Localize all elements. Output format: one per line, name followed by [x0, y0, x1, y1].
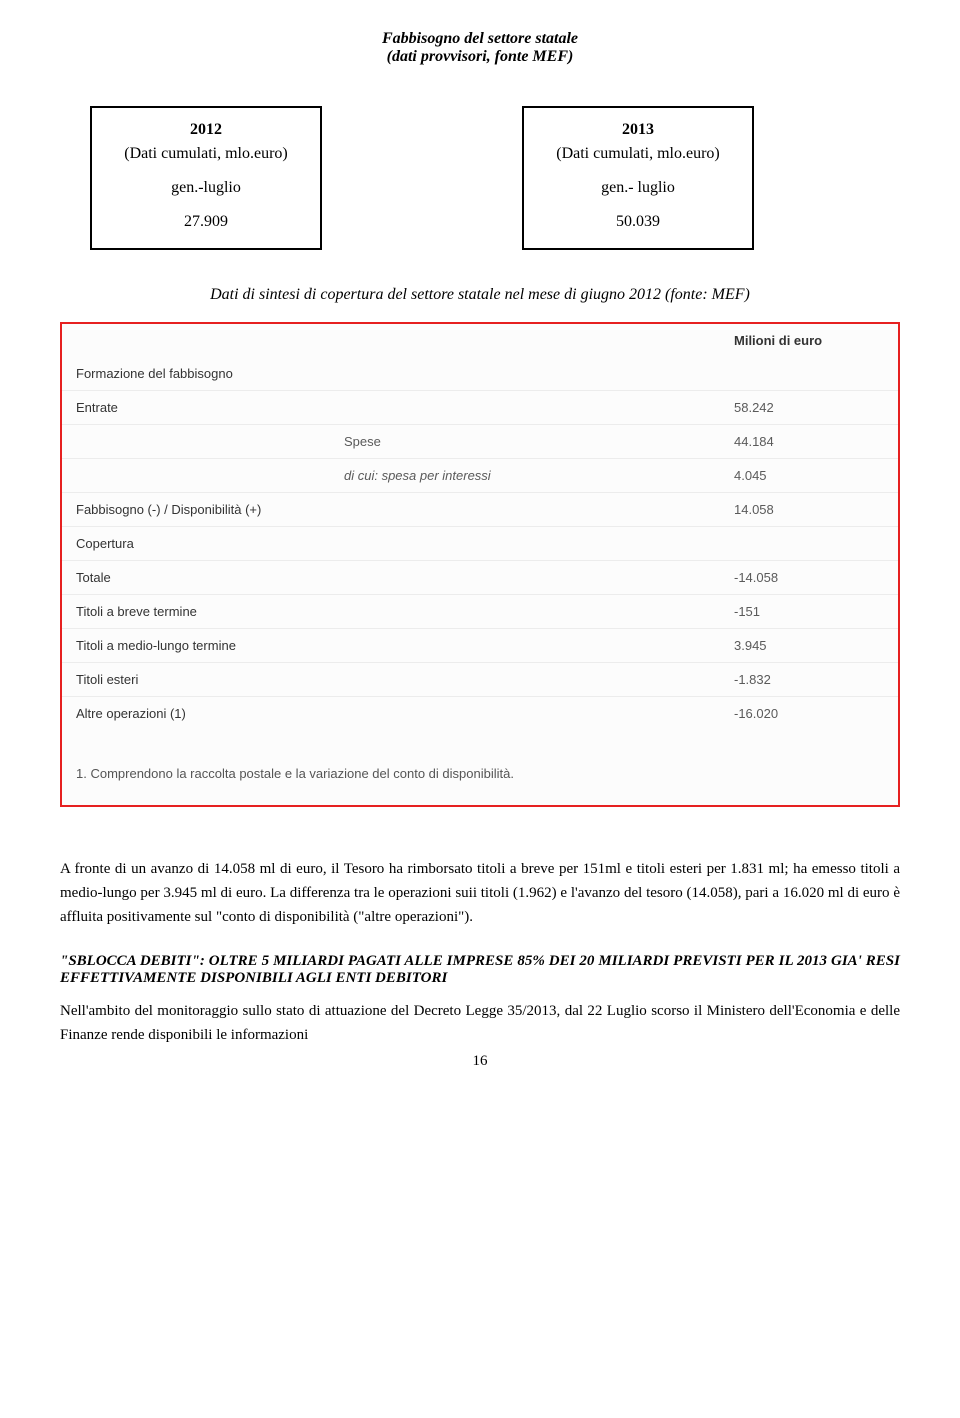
summary-desc: (Dati cumulati, mlo.euro)	[116, 142, 296, 166]
table-cell-value: -16.020	[720, 697, 898, 731]
table-cell-label1: Entrate	[62, 391, 330, 425]
data-table-container: Milioni di euro Formazione del fabbisogn…	[60, 322, 900, 807]
table-cell-label2	[330, 493, 720, 527]
table-cell-label2: Spese	[330, 425, 720, 459]
table-cell-value	[720, 527, 898, 561]
table-row: Copertura	[62, 527, 898, 561]
table-cell-value	[720, 357, 898, 391]
summary-desc: (Dati cumulati, mlo.euro)	[548, 142, 728, 166]
title-line-2: (dati provvisori, fonte MEF)	[60, 48, 900, 66]
table-cell-label1: Altre operazioni (1)	[62, 697, 330, 731]
table-cell-label2	[330, 391, 720, 425]
table-cell-label1: Copertura	[62, 527, 330, 561]
summary-box-2013: 2013 (Dati cumulati, mlo.euro) gen.- lug…	[522, 106, 754, 250]
table-cell-value: 44.184	[720, 425, 898, 459]
paragraph-2: Nell'ambito del monitoraggio sullo stato…	[60, 999, 900, 1047]
table-cell-label2	[330, 561, 720, 595]
table-row: di cui: spesa per interessi4.045	[62, 459, 898, 493]
table-footnote: 1. Comprendono la raccolta postale e la …	[62, 730, 898, 805]
table-cell-label2	[330, 527, 720, 561]
table-cell-value: 4.045	[720, 459, 898, 493]
table-row: Totale -14.058	[62, 561, 898, 595]
table-header-row: Milioni di euro	[62, 324, 898, 357]
table-cell-label1: Titoli esteri	[62, 663, 330, 697]
table-cell-label2: di cui: spesa per interessi	[330, 459, 720, 493]
table-cell-value: 14.058	[720, 493, 898, 527]
paragraph-1: A fronte di un avanzo di 14.058 ml di eu…	[60, 857, 900, 929]
table-row: Spese44.184	[62, 425, 898, 459]
table-row: Titoli esteri -1.832	[62, 663, 898, 697]
summary-period: gen.-luglio	[116, 176, 296, 200]
table-row: Titoli a breve termine -151	[62, 595, 898, 629]
summary-value: 27.909	[116, 210, 296, 234]
table-cell-label1: Titoli a breve termine	[62, 595, 330, 629]
table-cell-label2	[330, 629, 720, 663]
table-row: Fabbisogno (-) / Disponibilità (+) 14.058	[62, 493, 898, 527]
table-cell-label1: Totale	[62, 561, 330, 595]
table-cell-value: 58.242	[720, 391, 898, 425]
table-footnote-row: 1. Comprendono la raccolta postale e la …	[62, 730, 898, 805]
table-cell-label1: Formazione del fabbisogno	[62, 357, 330, 391]
summary-box-2012: 2012 (Dati cumulati, mlo.euro) gen.-lugl…	[90, 106, 322, 250]
table-row: Formazione del fabbisogno	[62, 357, 898, 391]
table-row: Titoli a medio-lungo termine 3.945	[62, 629, 898, 663]
unit-header: Milioni di euro	[720, 324, 898, 357]
table-cell-label2	[330, 357, 720, 391]
table-cell-value: -151	[720, 595, 898, 629]
summary-value: 50.039	[548, 210, 728, 234]
summary-boxes-row: 2012 (Dati cumulati, mlo.euro) gen.-lugl…	[90, 106, 870, 250]
table-cell-label1	[62, 425, 330, 459]
table-cell-value: -14.058	[720, 561, 898, 595]
page-number: 16	[60, 1053, 900, 1070]
table-cell-value: 3.945	[720, 629, 898, 663]
table-caption: Dati di sintesi di copertura del settore…	[60, 286, 900, 304]
table-row: Entrate 58.242	[62, 391, 898, 425]
table-cell-label2	[330, 663, 720, 697]
section-heading: "SBLOCCA DEBITI": OLTRE 5 MILIARDI PAGAT…	[60, 953, 900, 987]
table-row: Altre operazioni (1) -16.020	[62, 697, 898, 731]
title-line-1: Fabbisogno del settore statale	[60, 30, 900, 48]
table-cell-value: -1.832	[720, 663, 898, 697]
summary-year: 2012	[116, 118, 296, 142]
summary-period: gen.- luglio	[548, 176, 728, 200]
table-cell-label1: Fabbisogno (-) / Disponibilità (+)	[62, 493, 330, 527]
summary-year: 2013	[548, 118, 728, 142]
table-cell-label1	[62, 459, 330, 493]
table-cell-label2	[330, 697, 720, 731]
data-table: Milioni di euro Formazione del fabbisogn…	[62, 324, 898, 805]
table-cell-label1: Titoli a medio-lungo termine	[62, 629, 330, 663]
document-title: Fabbisogno del settore statale (dati pro…	[60, 30, 900, 66]
table-cell-label2	[330, 595, 720, 629]
